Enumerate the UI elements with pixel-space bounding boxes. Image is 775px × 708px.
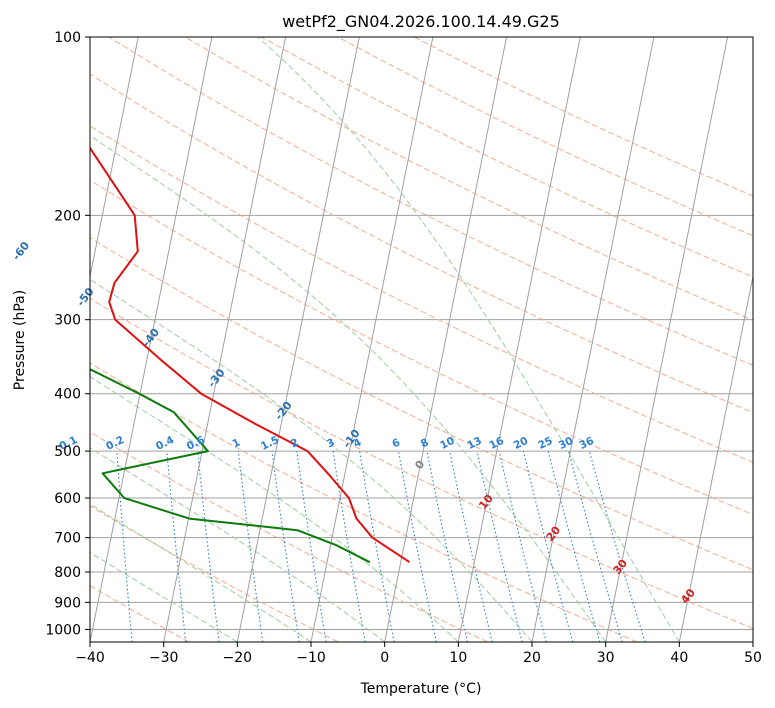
chart-title: wetPf2_GN04.2026.100.14.49.G25 — [282, 12, 560, 32]
isotherm-line — [310, 37, 434, 642]
mixing-ratio-line — [166, 451, 187, 642]
dry-adiabat-line — [90, 73, 753, 414]
moist-adiabat-line — [257, 37, 680, 642]
mixing-ratio-line — [397, 451, 437, 642]
mixing-ratio-line — [296, 451, 327, 642]
x-tick-label: 40 — [670, 650, 688, 666]
plot-frame — [89, 36, 754, 643]
dry-adiabat-line — [90, 297, 753, 629]
isotherms — [0, 37, 753, 642]
x-tick-label: 10 — [449, 650, 467, 666]
mixing-ratio-label: 20 — [512, 435, 530, 452]
y-axis-label: Pressure (hPa) — [12, 290, 28, 390]
dry-adiabat-line — [90, 362, 638, 642]
x-tick-label: −10 — [296, 650, 326, 666]
x-axis-label: Temperature (°C) — [360, 681, 482, 697]
moist-adiabat-line — [90, 135, 607, 642]
mixing-ratio-line — [197, 451, 220, 642]
mixing-ratio-label: 25 — [536, 435, 554, 452]
x-axis-ticks: −40 −30 −20 −10 0 10 20 30 40 50 — [75, 642, 762, 666]
y-axis-ticks: 100 200 300 400 500 600 700 800 900 1000 — [45, 30, 90, 638]
y-tick-label: 800 — [54, 565, 81, 581]
isotherm-line — [0, 37, 65, 642]
mixing-ratio-line — [588, 450, 646, 642]
mixing-ratio-line — [547, 450, 601, 642]
y-tick-label: 400 — [54, 387, 81, 403]
sounding-series — [90, 146, 411, 564]
x-tick-label: 0 — [380, 650, 389, 666]
x-tick-label: 50 — [744, 650, 762, 666]
mixing-ratio-label: 8 — [419, 436, 431, 450]
x-tick-label: 20 — [523, 650, 541, 666]
mixing-ratio-line — [426, 450, 469, 642]
mixing-ratio-label: 3 — [325, 436, 337, 450]
isotherm-line — [90, 37, 139, 279]
mixing-ratio-line — [568, 450, 623, 642]
x-tick-label: 30 — [597, 650, 615, 666]
mixing-ratio-label: 2 — [289, 436, 301, 450]
mixing-ratio-label: 30 — [557, 435, 575, 452]
isotherm-line — [384, 37, 508, 642]
isotherm-line — [236, 37, 360, 642]
mixing-ratio-line — [271, 451, 300, 642]
isotherm-line — [457, 37, 581, 642]
x-tick-label: −20 — [223, 650, 253, 666]
isotherm-line — [90, 37, 213, 642]
temperature-line — [90, 146, 411, 564]
x-tick-label: −40 — [75, 650, 105, 666]
moist-adiabat-line — [90, 278, 533, 642]
dry-adiabat-line — [108, 37, 753, 366]
mixing-ratio-line — [237, 451, 264, 642]
dewpoint-line — [90, 368, 371, 564]
mixing-ratio-label: 1 — [230, 436, 242, 450]
mixing-ratio-label: 4 — [352, 436, 364, 450]
isotherm-label: -60 — [10, 239, 33, 263]
y-tick-label: 700 — [54, 531, 81, 547]
isotherm-line — [752, 639, 753, 642]
x-tick-label: −30 — [149, 650, 179, 666]
isotherm-line — [678, 273, 753, 642]
y-tick-label: 300 — [54, 313, 81, 329]
y-tick-label: 100 — [54, 30, 81, 46]
y-tick-label: 500 — [54, 444, 81, 460]
dry-adiabat-line — [90, 505, 339, 642]
dry-adiabat-line — [185, 37, 753, 321]
y-tick-label: 900 — [54, 595, 81, 611]
mixing-ratio-label: 6 — [390, 436, 402, 450]
y-tick-label: 1000 — [45, 622, 81, 638]
mixing-ratio-line — [522, 450, 574, 642]
y-tick-label: 600 — [54, 491, 81, 507]
plot-area — [90, 37, 753, 642]
mixing-ratio-label: 16 — [487, 435, 505, 452]
isotherm-line — [605, 37, 729, 642]
isotherm-line — [163, 37, 287, 642]
mixing-ratio-label: 10 — [438, 435, 456, 452]
mixing-ratio-label: 13 — [465, 435, 483, 452]
dry-adiabats — [90, 37, 753, 642]
mixing-ratio-line — [476, 450, 523, 642]
mixing-ratio-line — [498, 450, 547, 642]
mixing-ratio-label: 36 — [577, 435, 595, 452]
y-tick-label: 200 — [54, 208, 81, 224]
dry-adiabat-line — [90, 585, 190, 642]
isotherm-line — [531, 37, 655, 642]
dry-adiabat-line — [90, 179, 753, 516]
